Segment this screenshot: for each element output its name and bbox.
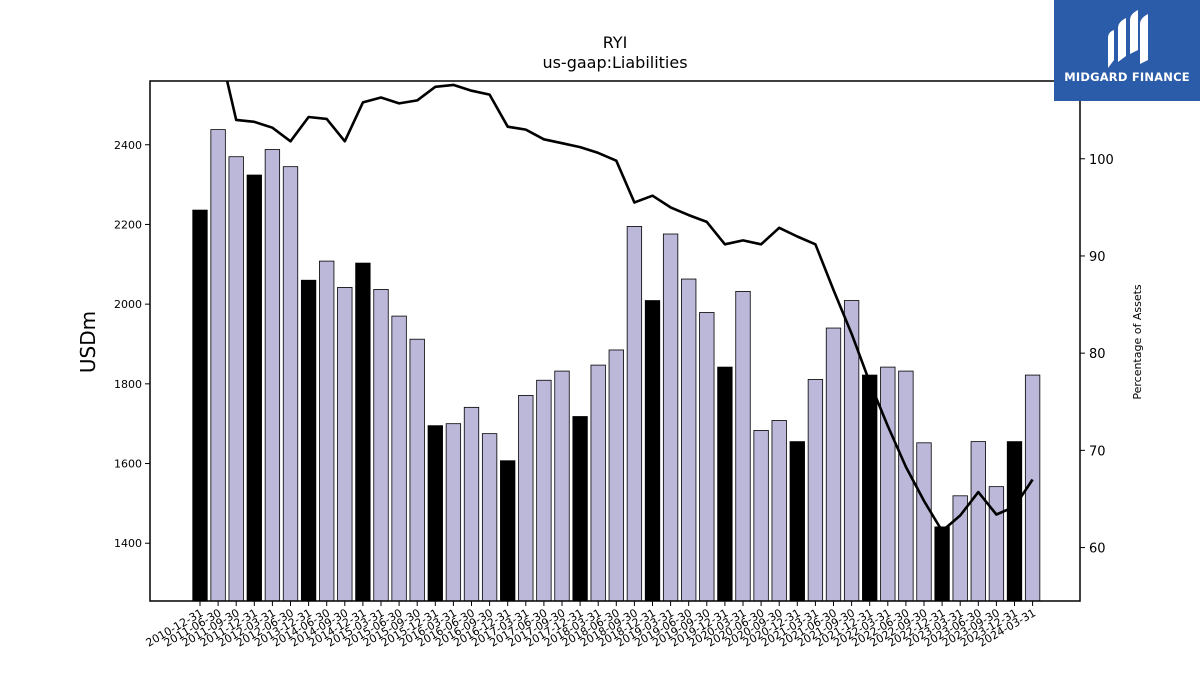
bar-2022-12-31 <box>934 526 950 602</box>
bar-2020-12-31 <box>789 441 805 602</box>
bar-2018-12-31 <box>644 300 661 602</box>
y-tick-label: 1800 <box>114 378 142 391</box>
bar-2017-06-30 <box>536 379 552 602</box>
bar-2023-12-31 <box>1006 441 1023 602</box>
bar-2016-03-31 <box>445 423 462 602</box>
bar-2017-12-31 <box>572 416 588 602</box>
bar-2022-03-31 <box>880 366 896 602</box>
bar-2011-09-30 <box>228 156 244 602</box>
x-axis: 2010-12-312011-06-302011-09-302011-12-31… <box>144 601 1038 650</box>
y-axis-label: USDm <box>76 311 100 373</box>
bar-2021-03-31 <box>807 379 824 602</box>
y2-tick-label: 70 <box>1089 444 1106 459</box>
bar-2011-06-30 <box>210 129 226 602</box>
bar-2016-06-30 <box>463 406 480 602</box>
bar-2019-09-30 <box>699 312 715 602</box>
y2-axis: 60 70 80 90 100 <box>1080 153 1114 557</box>
chart-subtitle: us-gaap:Liabilities <box>542 53 687 72</box>
bar-2019-12-31 <box>717 366 733 602</box>
bar-2023-06-30 <box>970 441 986 602</box>
bar-2022-06-30 <box>898 370 914 602</box>
bar-2017-03-31 <box>518 394 534 602</box>
chart-title: RYI <box>603 33 628 52</box>
y2-tick-label: 80 <box>1089 347 1106 362</box>
y-tick-label: 2200 <box>114 218 142 231</box>
bar-2016-12-31 <box>500 460 516 602</box>
midgard-logo: MIDGARD FINANCE <box>1054 0 1200 101</box>
y2-axis-label: Percentage of Assets <box>1131 284 1144 400</box>
percentage-of-assets-line <box>225 81 1034 533</box>
bar-2014-12-31 <box>355 262 371 602</box>
bar-2018-06-30 <box>608 349 624 602</box>
bar-2015-12-31 <box>427 425 443 602</box>
bar-2019-03-31 <box>662 233 679 602</box>
bar-2014-09-30 <box>337 287 353 602</box>
midgard-logo-icon <box>1108 10 1148 68</box>
y-tick-label: 2000 <box>114 298 142 311</box>
y2-tick-label: 100 <box>1089 153 1114 168</box>
bar-2015-03-31 <box>373 288 389 602</box>
bar-2015-06-30 <box>391 315 407 602</box>
bar-2020-09-30 <box>771 420 787 602</box>
bar-2021-06-30 <box>825 327 842 602</box>
y-axis: 1400 1600 1800 2000 2200 2400 <box>114 139 150 550</box>
y-tick-label: 1600 <box>114 458 142 471</box>
bar-2016-09-30 <box>481 433 498 602</box>
y-tick-label: 2400 <box>114 139 142 152</box>
bar-2010-12-31 <box>192 209 208 602</box>
bar-2014-06-30 <box>319 260 335 602</box>
bar-2011-12-31 <box>246 174 262 602</box>
bar-2021-12-31 <box>862 374 878 602</box>
bar-2017-09-30 <box>554 370 570 602</box>
bar-series <box>192 129 1041 602</box>
bar-2019-06-30 <box>681 278 697 602</box>
logo-text: MIDGARD FINANCE <box>1064 70 1190 84</box>
y-tick-label: 1400 <box>114 537 142 550</box>
bar-2022-09-30 <box>916 442 932 602</box>
y2-tick-label: 90 <box>1089 250 1106 265</box>
bar-2013-12-31 <box>300 279 317 602</box>
bar-2012-06-30 <box>282 166 299 602</box>
bar-2015-09-30 <box>409 338 425 602</box>
bar-2020-06-30 <box>753 430 769 602</box>
y2-tick-label: 60 <box>1089 542 1106 557</box>
bar-2012-03-31 <box>264 149 281 602</box>
bar-2018-03-31 <box>590 364 606 602</box>
bar-2023-03-31 <box>952 495 968 602</box>
bar-2023-09-30 <box>988 486 1005 602</box>
plot-frame <box>149 80 1081 602</box>
bar-2018-09-30 <box>626 226 643 602</box>
bar-2020-03-31 <box>735 290 751 602</box>
